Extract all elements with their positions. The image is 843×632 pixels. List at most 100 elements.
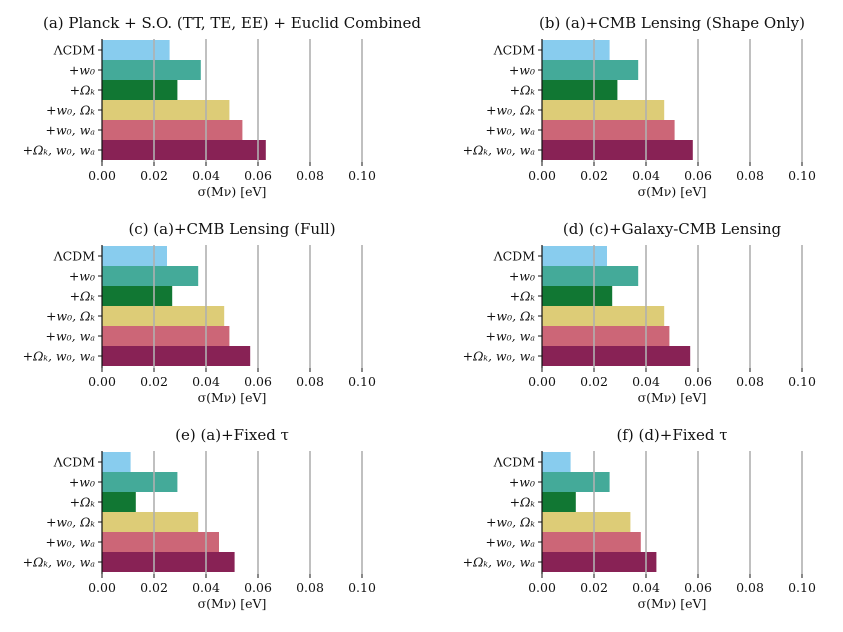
category-label: +w₀, wₐ (45, 123, 95, 138)
bar-omk-w0-wa (102, 346, 251, 366)
x-tick-label: 0.10 (348, 580, 376, 595)
x-tick-label: 0.02 (140, 374, 168, 389)
category-label: +Ωₖ, w₀, wₐ (23, 349, 96, 364)
bar-w0 (102, 60, 201, 80)
bar-lcdm (542, 40, 610, 60)
x-tick-label: 0.06 (244, 580, 272, 595)
x-tick-label: 0.10 (788, 580, 816, 595)
x-tick-label: 0.06 (684, 580, 712, 595)
chart-title: (f) (d)+Fixed τ (616, 426, 727, 444)
category-label: ΛCDM (53, 455, 96, 470)
x-tick-label: 0.02 (140, 580, 168, 595)
category-label: +w₀ (69, 269, 95, 284)
x-tick-label: 0.10 (348, 168, 376, 183)
bar-w0-wa (102, 326, 230, 346)
bar-omk-w0-wa (542, 346, 691, 366)
category-label: +w₀, Ωₖ (46, 515, 95, 530)
category-label: +w₀, Ωₖ (46, 103, 95, 118)
bar-lcdm (542, 452, 571, 472)
x-tick-label: 0.00 (528, 374, 556, 389)
bar-w0 (542, 60, 639, 80)
category-label: +Ωₖ, w₀, wₐ (23, 555, 96, 570)
x-tick-label: 0.08 (296, 374, 324, 389)
category-label: ΛCDM (53, 43, 96, 58)
x-tick-label: 0.08 (736, 168, 764, 183)
category-label: +w₀, Ωₖ (486, 103, 535, 118)
category-label: +w₀ (509, 269, 535, 284)
category-label: +Ωₖ, w₀, wₐ (23, 143, 96, 158)
category-label: +w₀, Ωₖ (486, 309, 535, 324)
category-label: +Ωₖ (510, 495, 536, 510)
chart-title: (e) (a)+Fixed τ (175, 426, 289, 444)
x-tick-label: 0.04 (192, 168, 220, 183)
category-label: ΛCDM (493, 249, 536, 264)
x-tick-label: 0.06 (684, 168, 712, 183)
category-label: +w₀ (69, 475, 95, 490)
category-label: ΛCDM (493, 455, 536, 470)
chart-title: (d) (c)+Galaxy-CMB Lensing (563, 220, 782, 238)
bar-omk (102, 492, 136, 512)
bar-w0-omk (102, 306, 225, 326)
chart-panel-2: (b) (a)+CMB Lensing (Shape Only) 0.00 0.02… (463, 14, 816, 199)
bar-lcdm (542, 246, 607, 266)
bar-w0 (542, 472, 610, 492)
bar-omk (542, 80, 618, 100)
x-tick-label: 0.02 (140, 168, 168, 183)
category-label: +Ωₖ, w₀, wₐ (463, 143, 536, 158)
x-tick-label: 0.04 (632, 374, 660, 389)
bar-lcdm (102, 246, 167, 266)
bar-w0 (102, 472, 178, 492)
x-tick-label: 0.04 (632, 580, 660, 595)
x-tick-label: 0.08 (296, 168, 324, 183)
bar-w0-omk (542, 306, 665, 326)
category-label: +w₀, Ωₖ (46, 309, 95, 324)
bar-w0-omk (542, 100, 665, 120)
bar-omk-w0-wa (102, 140, 266, 160)
x-tick-label: 0.00 (528, 580, 556, 595)
category-label: +Ωₖ (510, 289, 536, 304)
bar-w0-wa (542, 120, 675, 140)
category-label: +w₀, wₐ (485, 329, 535, 344)
bar-omk (102, 286, 173, 306)
category-label: +Ωₖ, w₀, wₐ (463, 555, 536, 570)
category-label: +Ωₖ, w₀, wₐ (463, 349, 536, 364)
x-axis-label: σ(Mν) [eV] (638, 184, 707, 199)
category-label: +w₀, wₐ (485, 535, 535, 550)
x-tick-label: 0.00 (88, 580, 116, 595)
chart-title: (b) (a)+CMB Lensing (Shape Only) (539, 14, 805, 32)
x-tick-label: 0.04 (192, 374, 220, 389)
bar-w0-omk (102, 512, 199, 532)
x-tick-label: 0.06 (244, 168, 272, 183)
x-tick-label: 0.08 (736, 580, 764, 595)
x-axis-label: σ(Mν) [eV] (198, 184, 267, 199)
x-axis-label: σ(Mν) [eV] (638, 390, 707, 405)
chart-panel-3: (c) (a)+CMB Lensing (Full) 0.00 0.02 0.04 0.… (23, 220, 376, 405)
x-tick-label: 0.08 (736, 374, 764, 389)
x-tick-label: 0.04 (632, 168, 660, 183)
bar-omk (542, 492, 576, 512)
category-label: +Ωₖ (70, 495, 96, 510)
category-label: +Ωₖ (510, 83, 536, 98)
x-axis-label: σ(Mν) [eV] (198, 596, 267, 611)
x-tick-label: 0.02 (580, 168, 608, 183)
bar-w0-wa (102, 532, 219, 552)
bar-w0-omk (102, 100, 230, 120)
category-label: +w₀ (509, 475, 535, 490)
x-tick-label: 0.08 (296, 580, 324, 595)
x-tick-label: 0.06 (244, 374, 272, 389)
bar-omk-w0-wa (102, 552, 235, 572)
category-label: +w₀, wₐ (45, 329, 95, 344)
chart-panel-5: (e) (a)+Fixed τ 0.00 0.02 0.04 0.06 0.08 0.10 Λ… (23, 426, 376, 611)
chart-panel-6: (f) (d)+Fixed τ 0.00 0.02 0.04 0.06 0.08 0.10 Λ… (463, 426, 816, 611)
category-label: ΛCDM (53, 249, 96, 264)
category-label: ΛCDM (493, 43, 536, 58)
bar-lcdm (102, 40, 170, 60)
bar-omk-w0-wa (542, 552, 657, 572)
chart-panel-1: (a) Planck + S.O. (TT, TE, EE) + Euclid … (23, 14, 422, 199)
chart-title: (c) (a)+CMB Lensing (Full) (128, 220, 335, 238)
x-axis-label: σ(Mν) [eV] (638, 596, 707, 611)
x-tick-label: 0.04 (192, 580, 220, 595)
x-tick-label: 0.10 (348, 374, 376, 389)
bar-omk (102, 80, 178, 100)
category-label: +w₀, wₐ (45, 535, 95, 550)
